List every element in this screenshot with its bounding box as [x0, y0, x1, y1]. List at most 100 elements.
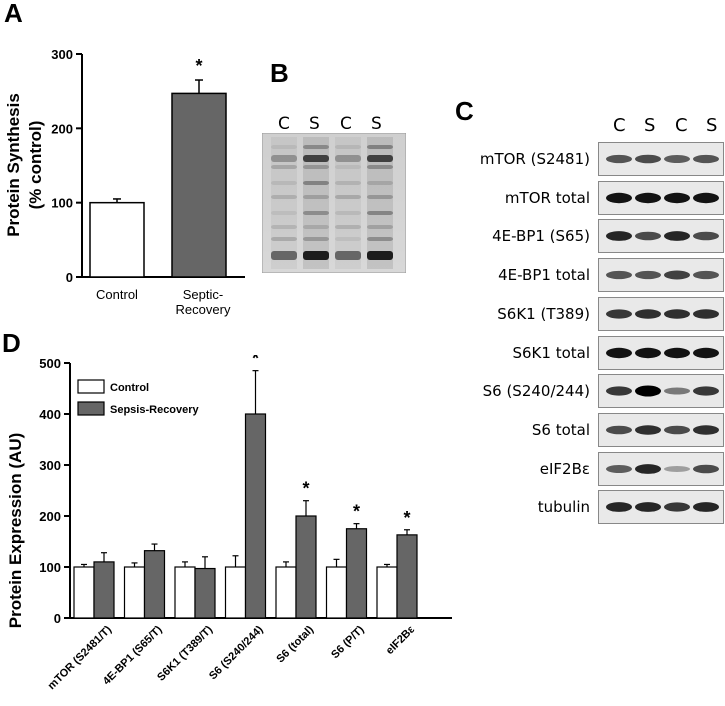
gel-band — [367, 165, 393, 169]
bar — [396, 534, 418, 619]
gel-lane — [335, 137, 361, 269]
gel-band — [303, 195, 329, 199]
gel-band — [271, 145, 297, 149]
bar — [93, 561, 115, 619]
blot-row-label: S6 total — [531, 420, 590, 439]
significance-star: * — [195, 56, 202, 76]
x-category-label: S6 (S240/244) — [207, 623, 266, 682]
gel-band — [303, 155, 329, 162]
gel-band — [271, 181, 297, 185]
bar — [194, 567, 216, 619]
gel-band — [303, 251, 329, 260]
blot-band — [606, 502, 632, 513]
blot-row-label: mTOR (S2481) — [479, 150, 590, 168]
blot-strip-svg — [606, 309, 719, 319]
y-axis-title: Protein Synthesis — [4, 93, 23, 237]
y-tick-label: 0 — [54, 611, 61, 626]
bar — [275, 566, 297, 619]
gel-lane — [271, 137, 297, 269]
blot-band — [664, 465, 690, 472]
blot-band — [693, 464, 719, 473]
blot-band — [635, 502, 661, 513]
blot-row-label: 4E-BP1 (S65) — [492, 227, 590, 246]
gel-band — [335, 155, 361, 162]
gel-band — [367, 251, 393, 260]
blot-band — [606, 347, 632, 358]
blot-strip-svg — [606, 502, 719, 513]
panel-letter-b: B — [270, 58, 289, 88]
x-category-label: Recovery — [176, 302, 231, 317]
blot-band — [693, 347, 719, 358]
significance-star: * — [403, 508, 410, 528]
blot-band — [664, 387, 690, 395]
blot-row-label: 4E-BP1 total — [498, 266, 590, 285]
blot-band — [664, 231, 690, 242]
bar — [244, 413, 267, 619]
gel-band — [335, 195, 361, 199]
y-tick-label: 200 — [39, 509, 61, 524]
blot-lane-label: C — [613, 115, 626, 136]
blot-strip — [598, 335, 724, 370]
blot-band — [635, 270, 661, 280]
blot-band — [664, 309, 690, 319]
bar — [89, 201, 145, 278]
gel-band — [303, 225, 329, 229]
blot-strip — [598, 296, 724, 331]
significance-star: * — [252, 355, 259, 369]
blot-band — [635, 192, 661, 203]
blot-strip — [598, 374, 724, 409]
legend-swatch — [77, 379, 105, 394]
bar — [73, 566, 95, 619]
bar — [143, 550, 166, 619]
blot-band — [606, 309, 632, 319]
blot-band — [635, 309, 661, 319]
bar — [325, 566, 348, 619]
blot-lane-label: S — [644, 115, 656, 136]
bar — [376, 566, 398, 619]
x-category-label: Septic- — [183, 287, 223, 302]
blot-band — [635, 425, 661, 435]
blot-band — [606, 270, 632, 280]
blot-band — [606, 464, 632, 473]
blot-band — [606, 386, 632, 396]
gel-lane — [367, 137, 393, 269]
gel-band — [271, 251, 297, 260]
bar — [345, 528, 368, 619]
gel-band — [367, 237, 393, 241]
gel-band — [367, 155, 393, 162]
blot-row-label: mTOR total — [504, 188, 590, 207]
gel-band — [303, 211, 329, 215]
gel-band — [303, 181, 329, 185]
bar — [174, 566, 196, 619]
gel-band — [271, 155, 297, 162]
protein-expression-chart: 0 100 200 300 400 500 Protein Expression (AU) C… — [6, 355, 452, 692]
blot-band — [693, 502, 719, 513]
gel-band — [335, 181, 361, 185]
gel-lane — [303, 137, 329, 269]
blot-strip — [598, 451, 724, 486]
blot-row-label: tubulin — [537, 498, 590, 517]
blot-strip — [598, 219, 724, 254]
significance-star: * — [302, 479, 309, 499]
gel-lane-label: S — [309, 114, 320, 134]
gel-band — [303, 237, 329, 241]
blot-band — [635, 347, 661, 358]
bar — [224, 566, 247, 619]
blot-strip-svg — [606, 192, 719, 203]
y-tick-label: 200 — [51, 121, 73, 136]
gel-image — [261, 132, 407, 274]
panel-letter-a: A — [4, 0, 23, 28]
blot-band — [664, 270, 690, 280]
blot-band — [664, 347, 690, 358]
y-axis-subtitle: (% control) — [26, 121, 45, 210]
x-category-label: S6 (P/T) — [329, 623, 367, 661]
blot-band — [664, 155, 690, 163]
blot-band — [635, 385, 661, 397]
blot-band — [635, 154, 661, 164]
blot-strip — [598, 258, 724, 293]
blot-band — [606, 425, 632, 435]
y-axis-title: Protein Expression (AU) — [6, 433, 25, 629]
y-tick-label: 300 — [39, 458, 61, 473]
blot-strip-svg — [606, 463, 719, 474]
protein-synthesis-chart: 0 100 200 300 Control * Septic-Recovery Protein… — [4, 47, 245, 317]
